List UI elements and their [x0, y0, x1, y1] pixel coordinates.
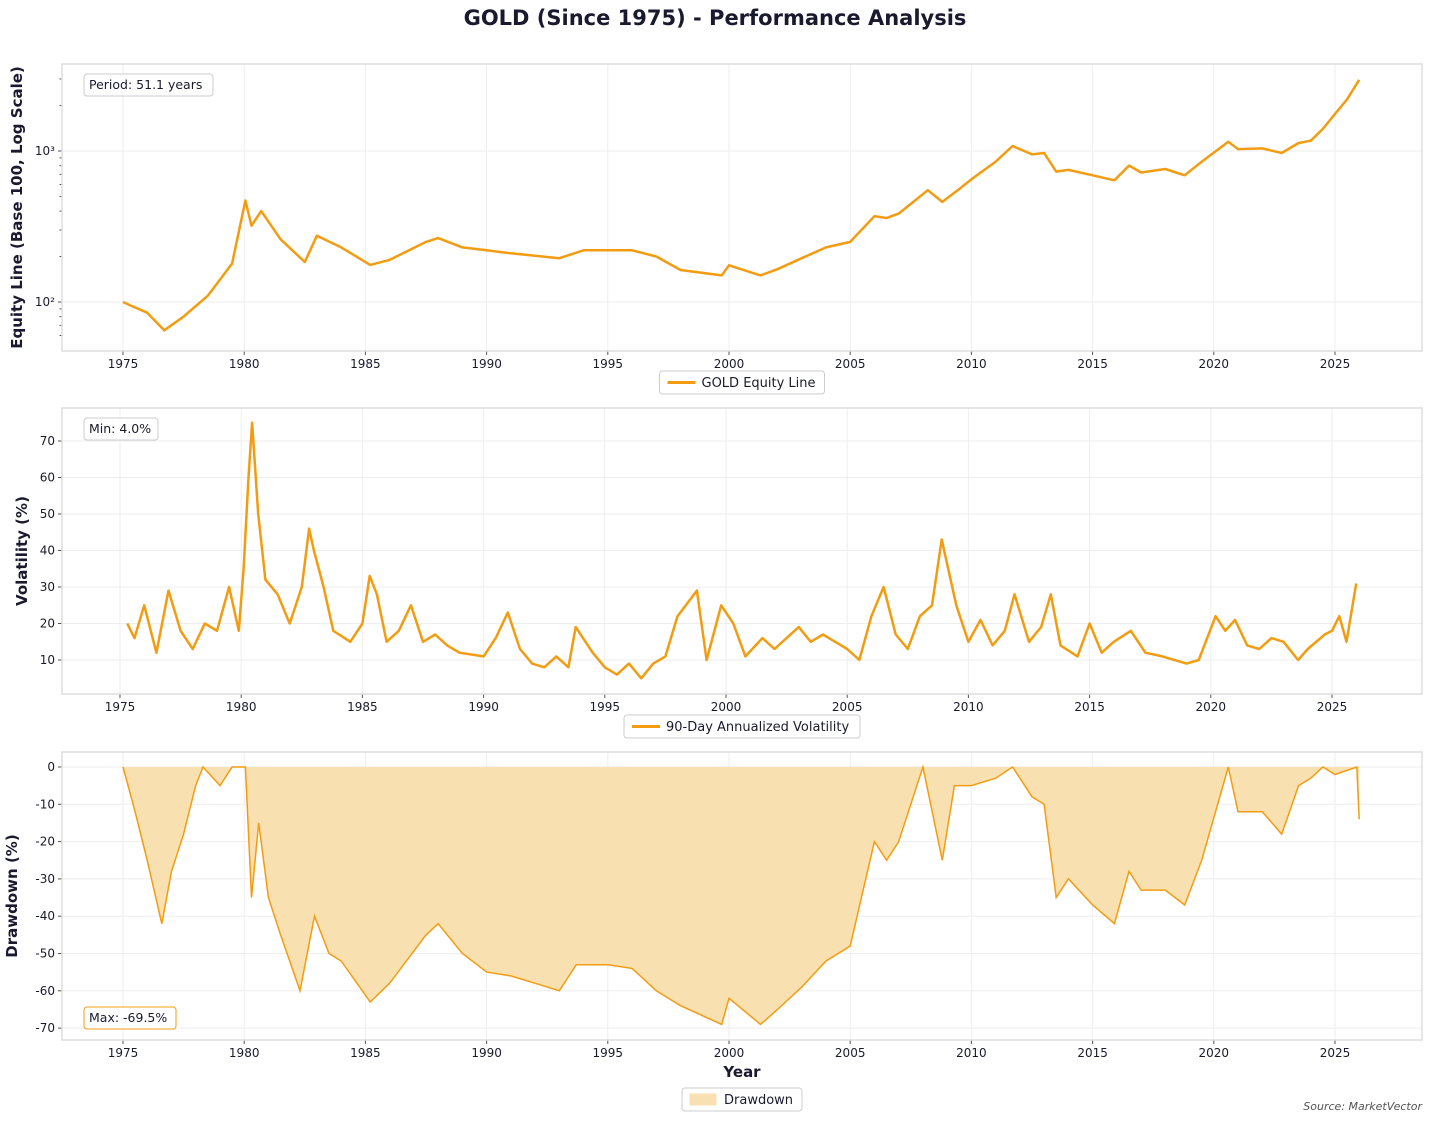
panel-1: 1975 1980 1985 1990 1995 2000 2005 2010 2015 2020…: [8, 64, 1422, 394]
x-tick-label: 2005: [835, 1046, 866, 1060]
x-tick-label: 1985: [350, 1046, 381, 1060]
x-tick-label: 1990: [471, 1046, 502, 1060]
x-tick-label: 1980: [229, 357, 260, 371]
y-tick-label: 20: [40, 617, 55, 631]
y-tick-label: -70: [35, 1021, 55, 1035]
source-note: Source: MarketVector: [1303, 1100, 1423, 1113]
x-tick-label: 2005: [835, 357, 866, 371]
x-tick-label: 2000: [714, 357, 745, 371]
x-tick-label: 2025: [1317, 700, 1348, 714]
x-tick-label: 1980: [226, 700, 257, 714]
y-tick-label: 10³: [35, 144, 55, 158]
x-tick-label: 1985: [347, 700, 378, 714]
panel-3: 1975 1980 1985 1990 1995 2000 2005 2010 2015 2020…: [3, 752, 1422, 1111]
y-tick-label: 70: [40, 434, 55, 448]
y-tick-label: 10²: [35, 295, 55, 309]
x-tick-label: 1995: [593, 1046, 624, 1060]
y-tick-label: -60: [35, 984, 55, 998]
x-tick-label: 1975: [108, 1046, 139, 1060]
x-tick-label: 1985: [350, 357, 381, 371]
y-tick-label: -10: [35, 797, 55, 811]
x-tick-label: 1980: [229, 1046, 260, 1060]
y-tick-label: 10: [40, 653, 55, 667]
y-tick-label: -40: [35, 909, 55, 923]
x-tick-label: 1995: [593, 357, 624, 371]
x-tick-label: 2025: [1320, 1046, 1351, 1060]
x-tick-label: 1990: [471, 357, 502, 371]
x-tick-label: 2020: [1196, 700, 1227, 714]
x-tick-label: 2005: [832, 700, 863, 714]
x-tick-label: 2000: [711, 700, 742, 714]
x-tick-label: 2010: [956, 1046, 987, 1060]
x-tick-label: 2010: [953, 700, 984, 714]
y-axis-label: Volatility (%): [13, 496, 31, 606]
x-tick-label: 1990: [468, 700, 499, 714]
x-tick-label: 1975: [105, 700, 136, 714]
x-axis-label: Year: [722, 1063, 761, 1081]
chart-title: GOLD (Since 1975) - Performance Analysis: [464, 6, 967, 30]
y-tick-label: 30: [40, 580, 55, 594]
y-axis-label: Equity Line (Base 100, Log Scale): [8, 66, 26, 349]
annotation-text: Period: 51.1 years: [89, 77, 202, 92]
x-tick-label: 2020: [1199, 1046, 1230, 1060]
x-tick-label: 1975: [108, 357, 139, 371]
equity-line: [123, 80, 1359, 330]
y-tick-label: -20: [35, 835, 55, 849]
y-tick-label: 50: [40, 507, 55, 521]
x-tick-label: 2015: [1077, 1046, 1108, 1060]
legend-label: 90-Day Annualized Volatility: [666, 720, 849, 735]
y-tick-label: -50: [35, 947, 55, 961]
y-tick-label: 40: [40, 544, 55, 558]
x-tick-label: 2015: [1074, 700, 1105, 714]
x-tick-label: 2010: [956, 357, 987, 371]
annotation-text: Min: 4.0%: [89, 421, 151, 436]
legend-label: GOLD Equity Line: [702, 376, 816, 391]
x-tick-label: 2000: [714, 1046, 745, 1060]
x-tick-label: 2020: [1199, 357, 1230, 371]
y-tick-label: 60: [40, 471, 55, 485]
annotation-text: Max: -69.5%: [89, 1010, 167, 1025]
axes-frame: [62, 64, 1422, 351]
legend-label: Drawdown: [724, 1093, 793, 1108]
x-tick-label: 2015: [1077, 357, 1108, 371]
y-axis-label: Drawdown (%): [3, 834, 21, 957]
x-tick-label: 2025: [1320, 357, 1351, 371]
y-tick-label: -30: [35, 872, 55, 886]
x-tick-label: 1995: [590, 700, 621, 714]
legend-swatch: [690, 1094, 716, 1105]
y-tick-label: 0: [47, 760, 55, 774]
